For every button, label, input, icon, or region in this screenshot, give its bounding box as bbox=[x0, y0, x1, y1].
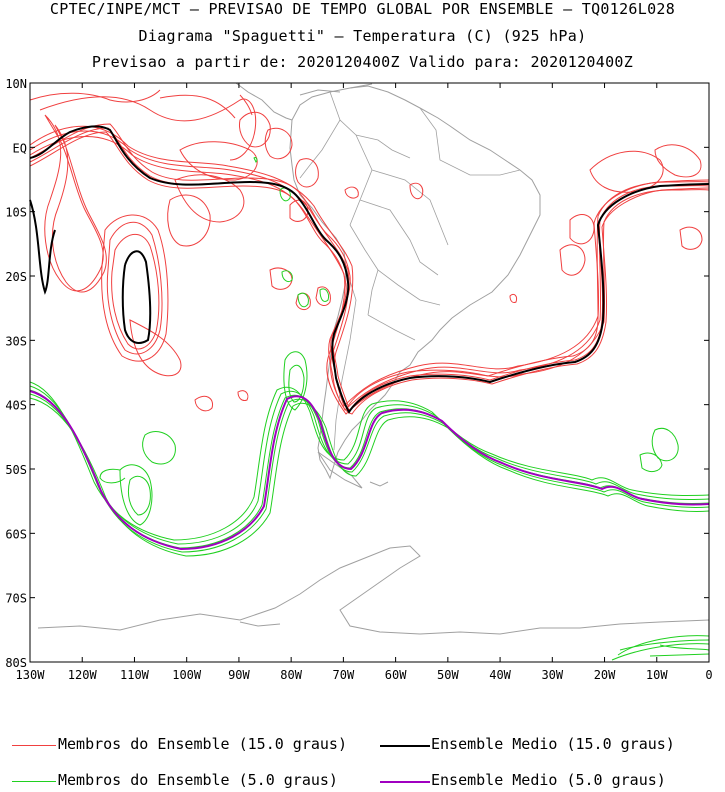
member-5-contours bbox=[29, 157, 710, 661]
member-15-bundle bbox=[29, 123, 710, 415]
lon-label: 120W bbox=[68, 668, 98, 682]
mean-5-line bbox=[29, 390, 710, 551]
lat-label: 50S bbox=[5, 463, 27, 477]
lat-label: 10S bbox=[5, 206, 27, 220]
mean-15-tongue-central bbox=[121, 250, 152, 344]
longitude-axis: 130W 120W 110W 100W 90W 80W 70W 60W 50W 40W 30W 20W… bbox=[16, 83, 713, 682]
land-outlines bbox=[37, 82, 710, 635]
legend-swatch-mean5 bbox=[380, 781, 430, 783]
legend-swatch-member5 bbox=[12, 781, 56, 782]
lon-label: 20W bbox=[594, 668, 616, 682]
lon-label: 130W bbox=[16, 668, 46, 682]
country-borders bbox=[299, 91, 521, 451]
lat-label: 70S bbox=[5, 592, 27, 606]
map-title: CPTEC/INPE/MCT – PREVISAO DE TEMPO GLOBA… bbox=[49, 0, 676, 18]
central-america-coast bbox=[235, 82, 293, 121]
mean-15-tongue-west bbox=[29, 199, 56, 295]
legend-label-member5: Membros do Ensemble (5.0 graus) bbox=[58, 771, 338, 789]
lat-label: 80S bbox=[5, 656, 27, 670]
lat-label: 40S bbox=[5, 399, 27, 413]
legend-label-mean15: Ensemble Medio (15.0 graus) bbox=[431, 735, 675, 753]
caribbean-coast bbox=[299, 83, 373, 96]
lat-label: 30S bbox=[5, 334, 27, 348]
latitude-axis: 10N EQ 10S 20S 30S 40S 50S 60S 70S 80S bbox=[5, 77, 709, 670]
lon-label: 90W bbox=[228, 668, 250, 682]
south-america-coast bbox=[289, 85, 541, 480]
lon-label: 30W bbox=[541, 668, 563, 682]
legend-swatch-member15 bbox=[12, 745, 56, 746]
map-subtitle: Diagrama "Spaguetti" – Temperatura (C) (… bbox=[138, 27, 587, 45]
lat-label: EQ bbox=[13, 141, 27, 155]
lon-label: 0 bbox=[705, 668, 712, 682]
antarctica-coast bbox=[37, 545, 710, 635]
lat-label: 20S bbox=[5, 270, 27, 284]
lon-label: 80W bbox=[280, 668, 302, 682]
mean-15-line bbox=[29, 125, 710, 414]
antarctic-islands bbox=[239, 621, 281, 627]
lon-label: 100W bbox=[172, 668, 202, 682]
lon-label: 60W bbox=[385, 668, 407, 682]
legend-swatch-mean15 bbox=[380, 745, 430, 747]
legend-label-mean5: Ensemble Medio (5.0 graus) bbox=[431, 771, 666, 789]
lon-label: 70W bbox=[333, 668, 355, 682]
lon-label: 10W bbox=[646, 668, 668, 682]
falklands bbox=[369, 481, 389, 487]
lat-label: 60S bbox=[5, 527, 27, 541]
legend-label-member15: Membros do Ensemble (15.0 graus) bbox=[58, 735, 347, 753]
plot-frame bbox=[29, 82, 710, 663]
lon-label: 110W bbox=[120, 668, 150, 682]
lon-label: 50W bbox=[437, 668, 459, 682]
lon-label: 40W bbox=[489, 668, 511, 682]
tierra-del-fuego bbox=[317, 451, 363, 489]
lat-label: 10N bbox=[5, 77, 27, 91]
map-validity: Previsao a partir de: 2020120400Z Valido… bbox=[91, 53, 634, 71]
